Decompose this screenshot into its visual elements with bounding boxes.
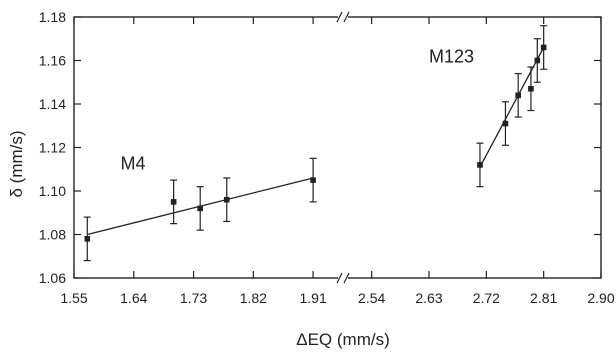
data-points <box>83 25 548 262</box>
y-tick-label: 1.14 <box>39 96 66 112</box>
y-tick-label: 1.18 <box>39 9 66 25</box>
y-axis-title: δ (mm/s) <box>7 130 26 197</box>
break-slash <box>336 11 343 23</box>
data-point <box>196 186 204 231</box>
axis-ticks: 1.06 1.08 1.10 1.12 1.14 1.16 1.18 1.55 1.64 1.73… <box>39 9 615 306</box>
plot-border <box>73 16 602 279</box>
y-tick-label: 1.06 <box>39 270 66 286</box>
x-tick-label: 2.54 <box>358 290 385 306</box>
point-marker <box>477 162 483 168</box>
fit-line <box>479 47 545 168</box>
point-marker <box>197 205 203 212</box>
break-slash <box>343 272 350 284</box>
x-tick-label: 2.90 <box>587 290 614 306</box>
x-tick-label: 2.63 <box>415 290 442 306</box>
x-tick-label: 2.72 <box>473 290 500 306</box>
x-tick-label: 1.55 <box>60 290 87 306</box>
break-slash <box>343 11 350 23</box>
point-marker <box>534 57 541 64</box>
break-gap <box>338 276 348 280</box>
data-point <box>223 177 231 223</box>
point-marker <box>170 199 177 205</box>
data-point <box>533 38 541 83</box>
data-point <box>476 142 484 188</box>
series-labels: M4 M123 <box>120 47 474 174</box>
point-marker <box>84 236 91 242</box>
point-marker <box>540 44 547 51</box>
y-tick-label: 1.12 <box>39 140 66 156</box>
x-tick-label: 1.91 <box>299 290 326 306</box>
data-point <box>170 179 178 225</box>
point-marker <box>515 92 521 99</box>
point-marker <box>502 120 509 127</box>
point-marker <box>310 177 316 183</box>
axis-break <box>336 11 350 284</box>
x-tick-label: 1.73 <box>180 290 207 306</box>
data-point <box>501 101 509 146</box>
data-point <box>540 25 548 70</box>
series-label-m4: M4 <box>120 153 145 173</box>
point-marker <box>223 196 230 203</box>
break-gap <box>338 15 348 19</box>
x-tick-label: 2.81 <box>530 290 557 306</box>
data-point <box>309 157 317 203</box>
plot-frame <box>73 16 602 279</box>
x-axis-title: ΔEQ (mm/s) <box>296 330 390 349</box>
point-marker <box>528 85 534 92</box>
fit-lines <box>87 47 545 236</box>
y-tick-label: 1.10 <box>39 183 66 199</box>
data-point <box>527 66 535 112</box>
data-point <box>83 216 91 262</box>
break-slash <box>336 272 343 284</box>
y-tick-label: 1.16 <box>39 53 66 69</box>
y-tick-label: 1.08 <box>39 227 66 243</box>
data-point <box>514 72 522 118</box>
series-label-m123: M123 <box>429 47 474 67</box>
x-tick-label: 1.64 <box>120 290 147 306</box>
x-tick-label: 1.82 <box>240 290 267 306</box>
